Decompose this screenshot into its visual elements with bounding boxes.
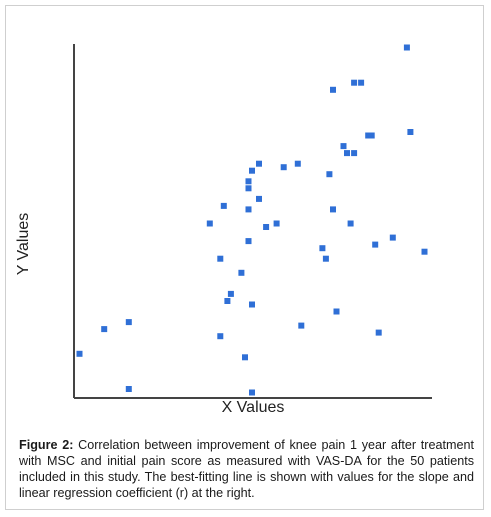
data-point-15 (245, 185, 252, 192)
data-point-18 (249, 301, 255, 308)
data-point-12 (242, 354, 248, 361)
data-point-33 (340, 143, 347, 150)
y-axis-label: Y Values (15, 212, 32, 276)
data-point-43 (389, 234, 396, 241)
data-point-38 (358, 79, 365, 86)
data-point-19 (249, 389, 255, 396)
data-point-20 (256, 195, 262, 202)
plot-area (40, 30, 450, 425)
scatter-chart (73, 44, 432, 399)
data-point-24 (280, 164, 287, 171)
data-point-31 (333, 308, 340, 315)
data-point-46 (421, 248, 428, 255)
data-point-32 (330, 86, 336, 93)
data-point-36 (347, 220, 354, 227)
points-layer (76, 44, 428, 396)
caption-label: Figure 2: (19, 438, 74, 452)
data-point-1 (76, 350, 83, 357)
data-point-42 (375, 329, 382, 336)
data-point-8 (224, 298, 231, 304)
data-point-22 (263, 224, 270, 230)
data-point-40 (368, 132, 375, 139)
data-point-4 (125, 386, 132, 392)
data-point-25 (294, 160, 301, 167)
data-point-29 (326, 171, 333, 178)
caption-text: Correlation between improvement of knee … (19, 438, 475, 500)
data-point-35 (351, 150, 358, 157)
data-point-34 (344, 150, 350, 157)
data-point-10 (217, 333, 224, 340)
data-point-39 (365, 132, 372, 139)
data-point-13 (245, 238, 252, 245)
data-point-16 (245, 178, 252, 185)
data-point-3 (125, 319, 132, 326)
data-point-23 (273, 220, 280, 227)
data-point-28 (322, 255, 329, 262)
data-point-7 (220, 202, 227, 209)
data-point-21 (256, 160, 262, 167)
data-point-37 (351, 79, 358, 86)
data-point-45 (407, 129, 414, 135)
data-point-5 (206, 220, 213, 227)
data-point-27 (319, 245, 326, 252)
data-point-11 (238, 269, 245, 276)
data-point-26 (298, 322, 305, 329)
data-point-9 (227, 290, 234, 297)
x-axis-label: X Values (221, 399, 285, 416)
data-point-17 (249, 167, 255, 174)
data-point-14 (245, 206, 252, 213)
data-point-41 (372, 241, 379, 248)
data-point-30 (330, 206, 336, 213)
data-point-44 (403, 44, 410, 51)
figure-caption: Figure 2: Correlation between improvemen… (19, 437, 474, 501)
data-point-2 (101, 326, 108, 333)
data-point-6 (217, 255, 224, 262)
